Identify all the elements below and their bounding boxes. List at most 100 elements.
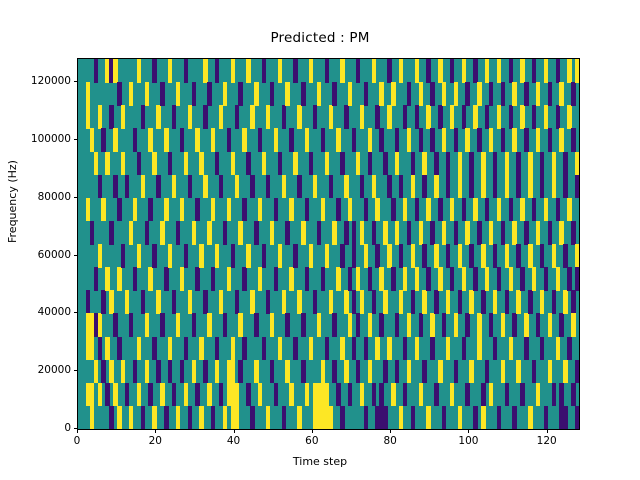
- heatmap-cell: [269, 359, 275, 384]
- heatmap-cell: [402, 336, 408, 361]
- heatmap-cell: [571, 82, 576, 106]
- heatmap-cell: [226, 128, 232, 152]
- heatmap-cell: [328, 405, 333, 429]
- heatmap-cell: [520, 267, 525, 291]
- heatmap-cell: [179, 267, 185, 291]
- heatmap-cell: [488, 128, 494, 152]
- heatmap-cell: [567, 105, 572, 129]
- chart-title: Predicted : PM: [270, 30, 370, 46]
- heatmap-cell: [492, 290, 498, 314]
- heatmap-cell: [340, 59, 345, 83]
- heatmap-cell: [113, 382, 118, 407]
- heatmap-cell: [211, 128, 216, 152]
- heatmap-cell: [105, 267, 110, 291]
- heatmap-cell: [387, 244, 392, 268]
- heatmap-cell: [301, 220, 306, 245]
- heatmap-cell: [375, 197, 380, 222]
- heatmap-cell: [469, 244, 474, 268]
- heatmap-cell: [473, 197, 478, 222]
- heatmap-cell: [563, 359, 568, 384]
- heatmap-cell: [344, 290, 349, 314]
- heatmap-cell: [230, 405, 236, 429]
- heatmap-cell: [105, 336, 110, 361]
- heatmap-cell: [532, 59, 537, 83]
- heatmap-cell: [481, 151, 486, 176]
- heatmap-plot-area[interactable]: [77, 58, 580, 430]
- heatmap-cell: [344, 220, 349, 245]
- heatmap-cell: [461, 267, 466, 291]
- x-tick-label: 40: [226, 435, 241, 447]
- heatmap-cell: [367, 313, 373, 337]
- heatmap-cell: [402, 382, 408, 407]
- heatmap-cell: [391, 82, 396, 106]
- heatmap-cell: [355, 151, 361, 176]
- heatmap-cell: [101, 197, 106, 222]
- x-tick-label: 20: [148, 435, 162, 447]
- heatmap-cell: [273, 197, 279, 222]
- heatmap-cell: [422, 174, 427, 199]
- heatmap-cell: [481, 290, 486, 314]
- heatmap-cell: [575, 267, 579, 291]
- heatmap-cell: [293, 244, 298, 268]
- heatmap-cell: [367, 359, 373, 384]
- heatmap-cell: [175, 220, 181, 245]
- heatmap-cell: [516, 174, 521, 199]
- heatmap-cell: [434, 151, 439, 176]
- heatmap-cell: [332, 82, 337, 106]
- heatmap-cell: [277, 244, 283, 268]
- heatmap-cell: [183, 244, 189, 268]
- heatmap-cell: [124, 174, 130, 199]
- heatmap-cell: [324, 405, 329, 429]
- heatmap-cell: [305, 382, 310, 407]
- heatmap-cell: [406, 313, 412, 337]
- heatmap-cell: [124, 290, 130, 314]
- heatmap-cell: [485, 359, 490, 384]
- heatmap-cell: [559, 128, 564, 152]
- heatmap-cell: [297, 174, 302, 199]
- heatmap-cell: [89, 336, 95, 361]
- heatmap-cell: [563, 405, 568, 429]
- heatmap-cell: [524, 128, 529, 152]
- x-tick-label: 100: [458, 435, 479, 447]
- heatmap-cell: [516, 359, 521, 384]
- heatmap-cell: [363, 405, 369, 429]
- heatmap-cell: [398, 405, 404, 429]
- heatmap-cell: [555, 105, 560, 129]
- heatmap-cell: [242, 197, 247, 222]
- heatmap-cell: [551, 244, 556, 268]
- heatmap-cell: [297, 405, 302, 429]
- heatmap-cell: [320, 359, 326, 384]
- heatmap-cell: [195, 128, 200, 152]
- heatmap-cell: [273, 128, 279, 152]
- heatmap-cell: [539, 290, 545, 314]
- heatmap-cell: [567, 59, 572, 83]
- heatmap-cell: [492, 244, 498, 268]
- heatmap-cell: [485, 197, 490, 222]
- heatmap-cell: [85, 82, 91, 106]
- heatmap-cell: [559, 405, 564, 429]
- heatmap-cell: [234, 105, 239, 129]
- heatmap-cell: [285, 359, 290, 384]
- heatmap-cell: [512, 220, 517, 245]
- heatmap-cell: [261, 59, 267, 83]
- heatmap-cell: [203, 105, 208, 129]
- heatmap-cell: [308, 336, 314, 361]
- heatmap-cell: [218, 174, 224, 199]
- heatmap-cell: [445, 151, 451, 176]
- heatmap-cell: [398, 290, 404, 314]
- heatmap-cell: [543, 105, 549, 129]
- heatmap-cell: [113, 313, 118, 337]
- heatmap-cell: [496, 405, 502, 429]
- heatmap-cell: [520, 197, 525, 222]
- heatmap-cell: [571, 128, 576, 152]
- heatmap-cell: [308, 59, 314, 83]
- heatmap-cell: [230, 151, 236, 176]
- heatmap-cell: [535, 220, 541, 245]
- x-tick-mark: [390, 429, 392, 433]
- heatmap-cell: [136, 59, 142, 83]
- heatmap-cell: [438, 197, 443, 222]
- heatmap-cell: [269, 313, 275, 337]
- heatmap-cell: [297, 290, 302, 314]
- heatmap-cell: [332, 359, 337, 384]
- heatmap-cell: [477, 313, 482, 337]
